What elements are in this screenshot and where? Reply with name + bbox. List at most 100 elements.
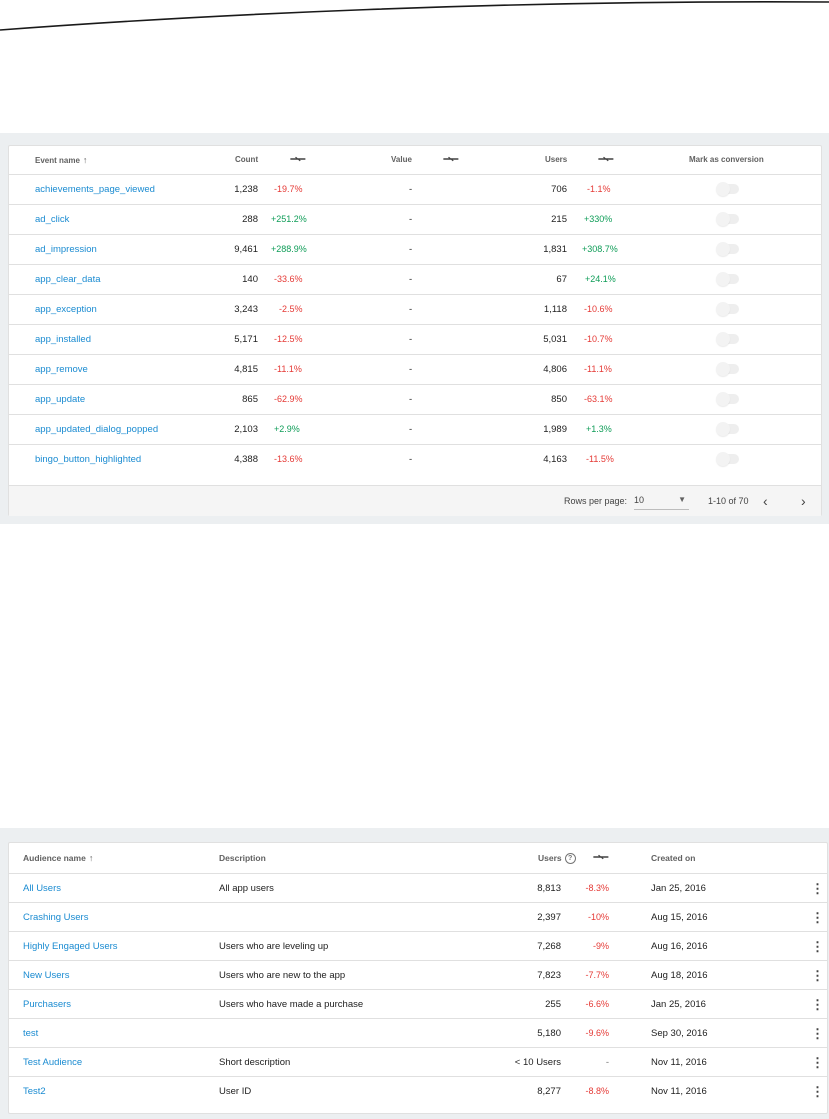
description-column-header: Description — [219, 853, 266, 863]
chevron-right-icon[interactable]: › — [801, 493, 806, 509]
users-change: -6.6% — [585, 999, 609, 1009]
event-users: 215 — [551, 214, 567, 225]
more-vert-icon[interactable]: ⋮ — [811, 1026, 824, 1041]
audience-users: 8,813 — [537, 883, 561, 894]
event-users: 5,031 — [543, 334, 567, 345]
audience-name-link[interactable]: All Users — [23, 883, 62, 894]
event-count: 865 — [242, 394, 258, 405]
users-change: -1.1% — [587, 184, 611, 194]
more-vert-icon[interactable]: ⋮ — [811, 1084, 824, 1099]
event-name-link[interactable]: achievements_page_viewed — [35, 184, 155, 195]
audience-name-link[interactable]: New Users — [23, 970, 70, 981]
events-table: Event name ↑ Count ⇀↽ Value ⇀↽ Users ⇀↽ M… — [8, 145, 822, 516]
events-table-header: Event name ↑ Count ⇀↽ Value ⇀↽ Users ⇀↽ M… — [9, 146, 821, 174]
table-row: app_exception 3,243 -2.5% - 1,118 -10.6% — [9, 294, 821, 324]
users-change: +1.3% — [586, 424, 612, 434]
more-vert-icon[interactable]: ⋮ — [811, 997, 824, 1012]
audience-name-link[interactable]: Purchasers — [23, 999, 72, 1010]
audience-name-link[interactable]: Test Audience — [23, 1057, 83, 1068]
audience-created-date: Jan 25, 2016 — [651, 883, 706, 894]
table-row: New Users Users who are new to the app 7… — [9, 960, 827, 990]
users-column-header[interactable]: Users — [545, 155, 568, 164]
help-circle-icon[interactable]: ? — [564, 853, 576, 865]
event-value: - — [409, 394, 413, 405]
audience-name-link[interactable]: test — [23, 1028, 39, 1039]
more-vert-icon[interactable]: ⋮ — [811, 910, 824, 925]
event-name-link[interactable]: app_installed — [35, 334, 91, 345]
table-row: app_updated_dialog_popped 2,103 +2.9% - … — [9, 414, 821, 444]
compare-arrows-icon[interactable]: ⇀↽ — [593, 852, 609, 863]
event-name-link[interactable]: app_remove — [35, 364, 88, 375]
event-name-link[interactable]: ad_click — [35, 214, 70, 225]
users-change: -10% — [587, 912, 609, 922]
event-value: - — [409, 214, 413, 225]
event-name-link[interactable]: app_update — [35, 394, 86, 405]
event-count: 3,243 — [234, 304, 258, 315]
audience-name-link[interactable]: Test2 — [23, 1086, 46, 1097]
created-on-column-header[interactable]: Created on — [651, 853, 696, 863]
conversion-toggle[interactable] — [716, 332, 739, 346]
audiences-table: Audience name ↑ Description Users? ⇀↽ Cre… — [8, 842, 828, 1114]
audience-created-date: Nov 11, 2016 — [651, 1057, 707, 1068]
count-column-header[interactable]: Count — [235, 155, 259, 164]
event-name-link[interactable]: ad_impression — [35, 244, 97, 255]
table-row: app_remove 4,815 -11.1% - 4,806 -11.1% — [9, 354, 821, 384]
event-users: 4,806 — [543, 364, 567, 375]
audience-name-column-header[interactable]: Audience name ↑ — [23, 843, 93, 873]
event-name-column-header[interactable]: Event name ↑ — [35, 146, 87, 175]
conversion-toggle[interactable] — [716, 362, 739, 376]
audience-description: User ID — [219, 1086, 252, 1097]
audience-users: 8,277 — [537, 1086, 561, 1097]
event-name-link[interactable]: app_updated_dialog_popped — [35, 424, 159, 435]
event-count: 2,103 — [234, 424, 258, 435]
rows-per-page-label: Rows per page: — [564, 496, 628, 506]
audience-created-date: Aug 16, 2016 — [651, 941, 708, 952]
chevron-left-icon[interactable]: ‹ — [763, 493, 768, 509]
conversion-toggle[interactable] — [716, 422, 739, 436]
table-row: app_installed 5,171 -12.5% - 5,031 -10.7… — [9, 324, 821, 354]
table-row: Highly Engaged Users Users who are level… — [9, 931, 827, 961]
conversion-toggle[interactable] — [716, 272, 739, 286]
count-change: -12.5% — [274, 334, 303, 344]
table-row: app_update 865 -62.9% - 850 -63.1% — [9, 384, 821, 414]
more-vert-icon[interactable]: ⋮ — [811, 968, 824, 983]
event-name-link[interactable]: bingo_button_highlighted — [35, 454, 142, 465]
compare-arrows-icon[interactable]: ⇀↽ — [443, 154, 459, 165]
users-column-header[interactable]: Users? — [538, 843, 576, 873]
event-name-link[interactable]: app_exception — [35, 304, 97, 315]
users-change: -8.8% — [585, 1086, 609, 1096]
event-name-link[interactable]: app_clear_data — [35, 274, 101, 285]
table-row: test 5,180 -9.6% Sep 30, 2016 ⋮ — [9, 1018, 827, 1048]
more-vert-icon[interactable]: ⋮ — [811, 881, 824, 896]
caret-down-icon: ▼ — [678, 495, 686, 504]
event-value: - — [409, 244, 413, 255]
conversion-toggle[interactable] — [716, 182, 739, 196]
users-change: -63.1% — [584, 394, 613, 404]
audience-description: All app users — [219, 883, 274, 894]
conversion-toggle[interactable] — [716, 212, 739, 226]
table-row: app_clear_data 140 -33.6% - 67 +24.1% — [9, 264, 821, 294]
count-change: -19.7% — [274, 184, 303, 194]
conversion-toggle[interactable] — [716, 392, 739, 406]
audience-users: 5,180 — [537, 1028, 561, 1039]
conversion-toggle[interactable] — [716, 452, 739, 466]
rows-per-page-select[interactable]: 10 ▼ — [634, 491, 689, 510]
more-vert-icon[interactable]: ⋮ — [811, 1055, 824, 1070]
count-change: -11.1% — [274, 364, 302, 374]
table-row: All Users All app users 8,813 -8.3% Jan … — [9, 873, 827, 903]
audience-name-link[interactable]: Highly Engaged Users — [23, 941, 118, 952]
compare-arrows-icon[interactable]: ⇀↽ — [290, 154, 306, 165]
value-column-header[interactable]: Value — [391, 155, 412, 164]
pagination-range: 1-10 of 70 — [708, 496, 749, 506]
audience-name-link[interactable]: Crashing Users — [23, 912, 89, 923]
event-users: 67 — [556, 274, 567, 285]
conversion-toggle[interactable] — [716, 242, 739, 256]
event-value: - — [409, 424, 413, 435]
compare-arrows-icon[interactable]: ⇀↽ — [598, 154, 614, 165]
more-vert-icon[interactable]: ⋮ — [811, 939, 824, 954]
event-count: 5,171 — [234, 334, 258, 345]
users-change: -9% — [592, 941, 609, 951]
audience-users: 255 — [545, 999, 561, 1010]
users-change: -10.6% — [584, 304, 613, 314]
conversion-toggle[interactable] — [716, 302, 739, 316]
